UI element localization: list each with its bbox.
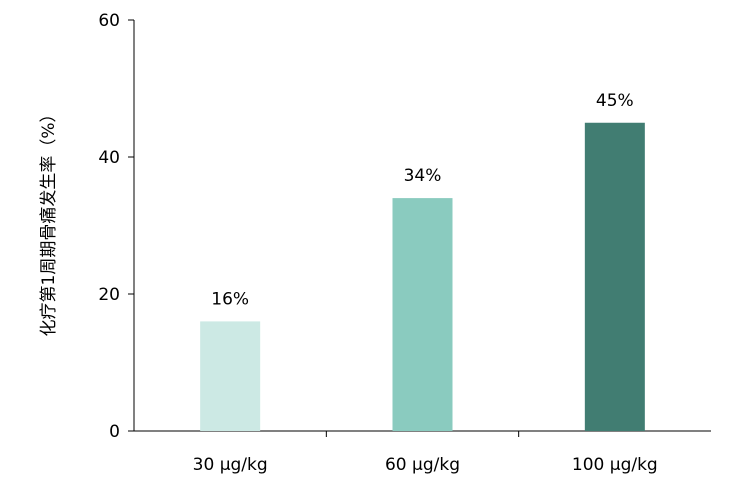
x-tick-label: 60 μg/kg — [385, 455, 460, 475]
y-tick-label: 0 — [109, 422, 120, 442]
y-tick-label: 60 — [98, 11, 120, 31]
y-axis-label: 化疗第1周期骨痛发生率（%） — [39, 106, 59, 337]
y-tick-label: 20 — [98, 285, 120, 305]
y-axis: 0 20 40 60 — [98, 11, 135, 442]
y-tick-label: 40 — [98, 148, 120, 168]
x-tick-label: 30 μg/kg — [193, 455, 268, 475]
bar-data-label: 45% — [596, 91, 634, 111]
bar-data-label: 16% — [211, 289, 249, 309]
y-ticks: 0 20 40 60 — [98, 11, 134, 442]
bars — [200, 122, 645, 431]
data-labels: 16% 34% 45% — [211, 91, 633, 310]
x-tick-label: 100 μg/kg — [572, 455, 658, 475]
bar — [200, 321, 261, 431]
bar — [392, 198, 453, 431]
x-axis: 30 μg/kg 60 μg/kg 100 μg/kg — [134, 430, 711, 475]
bar — [584, 122, 645, 431]
x-ticks: 30 μg/kg 60 μg/kg 100 μg/kg — [193, 431, 658, 475]
bar-data-label: 34% — [404, 166, 442, 186]
